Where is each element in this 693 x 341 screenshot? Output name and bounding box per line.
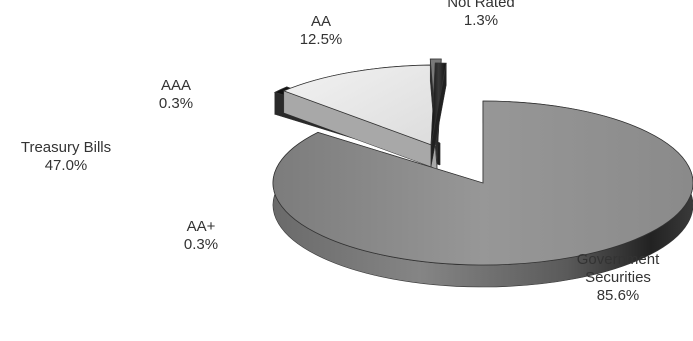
slice-label: AAA 0.3% [159, 77, 193, 112]
slice-label: Government Securities 85.6% [577, 251, 660, 304]
slice-label: AA+ 0.3% [184, 218, 218, 253]
pie-slice-aa [282, 64, 438, 170]
slice-label: AA 12.5% [300, 13, 343, 48]
pie-slice-top [272, 100, 693, 266]
extra-label-treasury-bills: Treasury Bills 47.0% [21, 139, 111, 174]
pie-slice-top [282, 64, 438, 148]
slice-label: Not Rated 1.3% [447, 0, 515, 29]
pie-slice-government-securities [272, 100, 693, 288]
pie-slice-top [430, 62, 447, 146]
pie-slice-aaa [430, 62, 447, 168]
